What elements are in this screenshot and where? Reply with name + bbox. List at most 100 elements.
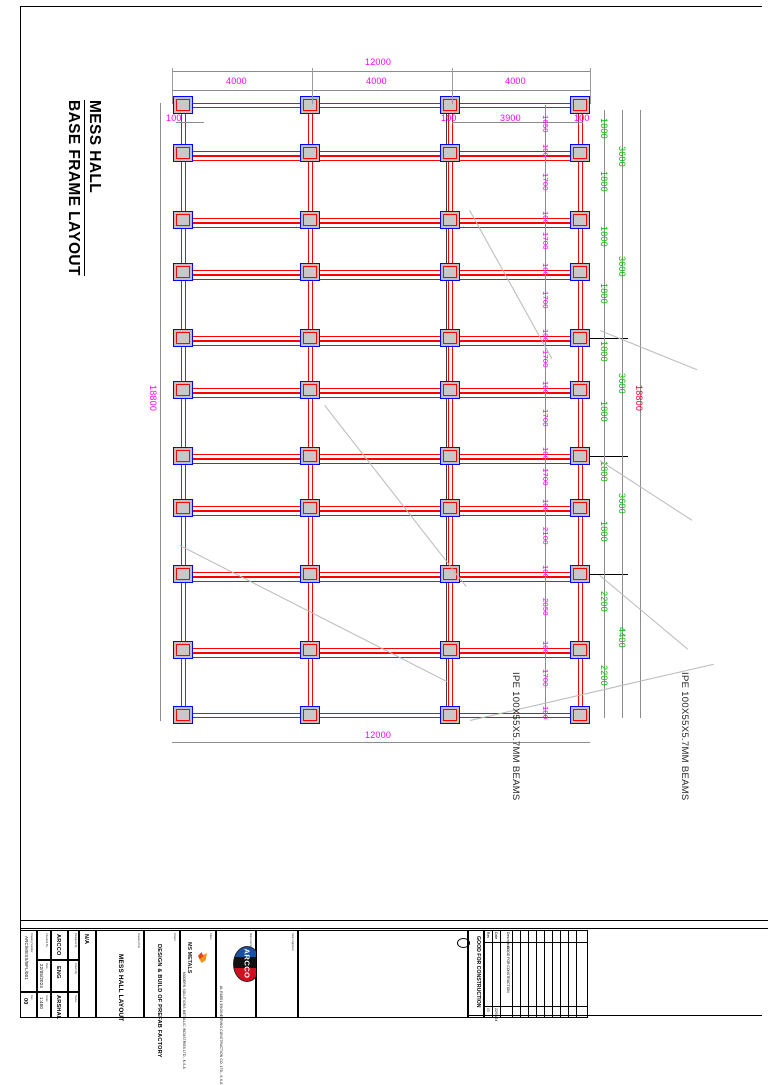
tb-value-contractor-sub: AL RAEEL ENGINEERING CONSTRUCTION CO. LT… xyxy=(219,986,223,1085)
dim-text-corner-100-left: 100 xyxy=(166,113,182,123)
tb-label-designed: Designed By xyxy=(74,933,77,948)
dim-text-right-gap: 1700 xyxy=(541,172,550,191)
dim-tick-right-green xyxy=(604,330,605,337)
column-base-plate xyxy=(176,502,190,514)
tb-cell-revision xyxy=(20,992,37,1018)
column-base-plate xyxy=(573,147,587,159)
column-base-plate xyxy=(176,450,190,462)
tb-cell-drawn-label xyxy=(68,960,79,992)
column-base-plate xyxy=(443,332,457,344)
tb-cell-designed-by xyxy=(51,960,68,992)
beam-vertical xyxy=(308,103,313,718)
grid-line-vertical xyxy=(446,100,447,722)
tb-label-drawn: Drawn By xyxy=(74,963,77,975)
dim-text-right-gap: 2100 xyxy=(541,527,550,545)
tb-cell-status-label xyxy=(68,992,79,1018)
tb-value-checked-by: ARCCO xyxy=(55,934,61,956)
beam-horizontal-secondary xyxy=(181,223,582,228)
dim-line-corner-left xyxy=(176,122,204,123)
column-base-plate xyxy=(573,384,587,396)
column-base-plate xyxy=(573,450,587,462)
dim-tick-right-inner xyxy=(545,650,546,657)
dim-text-right-green-group: 3600 xyxy=(617,373,627,394)
revision-col-6 xyxy=(536,930,537,1018)
dim-line-3900 xyxy=(455,122,583,123)
column-base-plate xyxy=(303,266,317,278)
revision-col-5 xyxy=(528,930,529,1018)
dim-tick-right-inner xyxy=(545,272,546,279)
tb-label-seal: Seal / Approval xyxy=(291,933,294,951)
beam-horizontal-secondary xyxy=(181,156,582,161)
tb-cell-drawing-title xyxy=(96,930,144,1018)
tb-value-designed-by: ENG xyxy=(55,966,61,979)
column-base-plate xyxy=(303,332,317,344)
column-base-plate xyxy=(443,450,457,462)
beam-horizontal xyxy=(181,336,582,341)
dim-text-right-green-group: 3600 xyxy=(617,145,627,167)
dim-extension-top xyxy=(312,68,313,104)
tb-value-project: DESIGN & BUILD OF PREFAB FACTORY xyxy=(156,944,162,1058)
column-base-plate xyxy=(303,147,317,159)
tb-label-date: Date xyxy=(45,963,48,969)
dim-tick-right-green-group xyxy=(622,215,623,222)
tb-label-checked: Checked By xyxy=(45,933,48,947)
dim-tick-right-green xyxy=(604,385,605,392)
column-base-plate xyxy=(303,384,317,396)
beam-horizontal-secondary xyxy=(181,577,582,582)
dim-line-right-green-group xyxy=(622,110,623,718)
revision-row-rev: 00 xyxy=(486,1008,490,1012)
dim-tick-right-green xyxy=(604,645,605,652)
titleblock-top-rule xyxy=(20,920,768,921)
dim-text-right-green: 1800 xyxy=(599,283,609,304)
beam-horizontal xyxy=(181,454,582,459)
dim-text-left-overall: 18800 xyxy=(148,385,158,412)
beam-vertical xyxy=(181,103,186,718)
revision-col-7 xyxy=(544,930,545,1018)
dim-text-3900: 3900 xyxy=(500,113,521,123)
tb-value-drawing-title: MESS HALL LAYOUT xyxy=(117,954,124,1022)
dim-text-right-green: 1800 xyxy=(599,520,609,542)
dim-line-bottom-overall xyxy=(172,742,590,743)
column-base-plate xyxy=(443,266,457,278)
dim-text-right-overall: 18800 xyxy=(634,385,644,412)
tb-cell-drawn-by xyxy=(51,992,68,1018)
drawing-title: MESS HALL BASE FRAME LAYOUT xyxy=(63,100,104,330)
beam-horizontal-secondary xyxy=(181,511,582,516)
dim-extension-top xyxy=(452,68,453,104)
dim-text-right-green: 1800 xyxy=(599,170,609,192)
dim-text-right-gap: 1650 xyxy=(541,115,550,133)
beam-horizontal-secondary xyxy=(181,275,582,280)
column-base-plate xyxy=(303,502,317,514)
client-logo-text: MS METALS xyxy=(186,942,192,974)
beam-horizontal xyxy=(181,103,582,108)
tb-cell-drawing-number xyxy=(20,930,37,992)
column-base-plate xyxy=(176,214,190,226)
column-base-plate xyxy=(443,644,457,656)
dim-tick-right-green-group xyxy=(622,330,623,337)
revision-col-3 xyxy=(512,930,513,1018)
tb-label-scale: Scale xyxy=(45,995,48,1002)
column-base-plate xyxy=(443,384,457,396)
dim-tick-right-inner xyxy=(545,338,546,345)
tb-value-revision: 00 xyxy=(22,998,28,1005)
dim-text-top-bay: 4000 xyxy=(226,76,247,86)
column-base-plate xyxy=(443,709,457,721)
dim-extension-top xyxy=(590,68,591,104)
beam-horizontal xyxy=(181,388,582,393)
tb-cell-project xyxy=(144,930,180,1018)
beam-horizontal xyxy=(181,648,582,653)
dim-line-left-overall xyxy=(160,103,161,721)
column-base-plate xyxy=(573,502,587,514)
column-base-plate xyxy=(443,99,457,111)
dim-text-right-green-group: 3600 xyxy=(617,493,627,514)
dim-tick-right-green xyxy=(604,270,605,277)
revision-row-rule-2 xyxy=(484,1006,588,1007)
beam-vertical xyxy=(448,103,453,718)
tb-label-project: Project xyxy=(173,933,176,942)
column-base-plate xyxy=(303,644,317,656)
column-base-plate xyxy=(573,568,587,580)
dim-line-right-green xyxy=(604,110,605,718)
column-base-plate xyxy=(303,709,317,721)
dim-text-top-overall: 12000 xyxy=(365,57,392,67)
dim-text-right-green: 1800 xyxy=(599,340,609,362)
